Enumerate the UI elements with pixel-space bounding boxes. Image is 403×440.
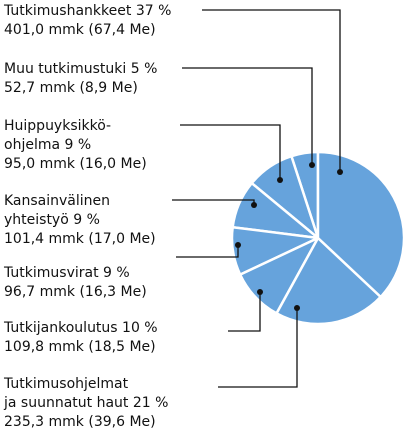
leader-dot <box>277 177 283 183</box>
detail-label: 401,0 mmk (67,4 Me) <box>4 22 156 38</box>
leader-dot <box>235 242 241 248</box>
slice-label: Tutkimushankkeet 37 % <box>3 3 171 19</box>
leader-line <box>202 9 341 172</box>
category-name: Tutkijankoulutus <box>3 320 118 336</box>
category-name: Kansainvälinen <box>4 193 110 209</box>
percent-label: 9 % <box>73 212 100 228</box>
leader-dot <box>337 169 343 175</box>
detail-label: 52,7 mmk (8,9 Me) <box>4 80 138 96</box>
leader-dot <box>309 162 315 168</box>
category-name: yhteistyö <box>4 212 69 228</box>
slice-label: Tutkimusvirat 9 % <box>3 265 130 281</box>
leader-dot <box>251 202 257 208</box>
category-name: Tutkimusvirat <box>3 265 99 281</box>
category-name: Huippuyksikkö- <box>4 118 111 134</box>
category-name: ja suunnatut haut <box>3 395 129 411</box>
category-name: Tutkimushankkeet <box>3 3 132 19</box>
slice-label: ohjelma 9 % <box>4 137 91 153</box>
category-name: ohjelma <box>4 137 60 153</box>
percent-label: 9 % <box>65 137 92 153</box>
slice-label: ja suunnatut haut 21 % <box>3 395 168 411</box>
percent-label: 37 % <box>136 3 172 19</box>
percent-label: 5 % <box>131 61 158 77</box>
slice-label: Huippuyksikkö- <box>4 118 111 134</box>
detail-label: 101,4 mmk (17,0 Me) <box>4 231 156 247</box>
detail-label: 235,3 mmk (39,6 Me) <box>4 414 156 430</box>
leader-dot <box>294 305 300 311</box>
percent-label: 21 % <box>133 395 169 411</box>
slice-label: yhteistyö 9 % <box>4 212 100 228</box>
category-name: Muu tutkimustuki <box>4 61 126 77</box>
slice-label: Tutkijankoulutus 10 % <box>3 320 158 336</box>
leader-line <box>218 308 298 388</box>
leader-line <box>182 67 313 165</box>
detail-label: 95,0 mmk (16,0 Me) <box>4 156 147 172</box>
percent-label: 9 % <box>103 265 130 281</box>
leader-line <box>228 292 261 332</box>
pie-slice <box>316 150 403 299</box>
category-name: Tutkimusohjelmat <box>3 376 129 392</box>
leader-line <box>180 124 281 180</box>
detail-label: 109,8 mmk (18,5 Me) <box>4 339 156 355</box>
slice-label: Muu tutkimustuki 5 % <box>4 61 157 77</box>
slice-label: Kansainvälinen <box>4 193 110 209</box>
leader-dot <box>257 289 263 295</box>
pie-slice <box>274 235 383 326</box>
percent-label: 10 % <box>122 320 158 336</box>
slice-label: Tutkimusohjelmat <box>3 376 129 392</box>
detail-label: 96,7 mmk (16,3 Me) <box>4 284 147 300</box>
leader-line <box>176 245 239 258</box>
